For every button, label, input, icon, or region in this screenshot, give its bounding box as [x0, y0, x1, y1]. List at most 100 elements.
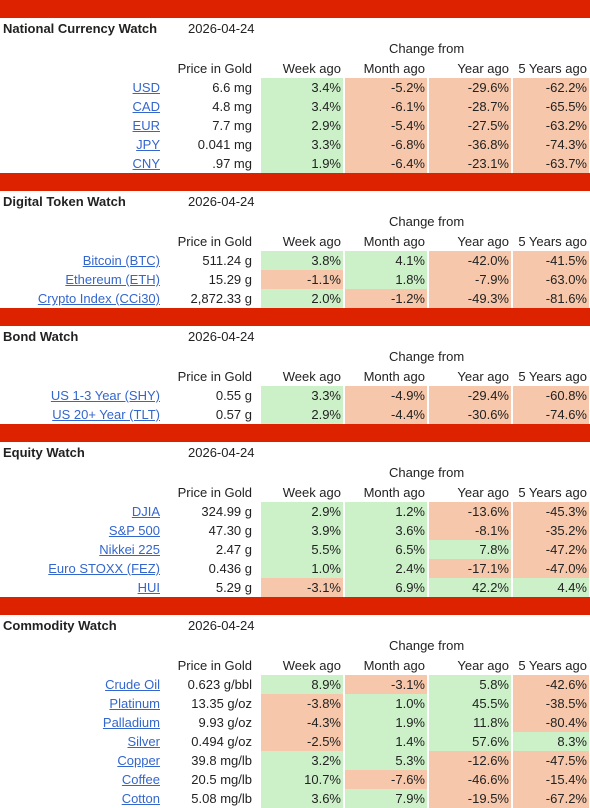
table-row: S&P 500 47.30 g 3.9% 3.6% -8.1% -35.2% [0, 521, 590, 540]
five-years-column-header: 5 Years ago [518, 658, 587, 673]
month-column-header: Month ago [345, 656, 429, 675]
month-change-cell: -1.2% [345, 289, 429, 308]
asset-link[interactable]: Ethereum (ETH) [65, 272, 160, 287]
five-years-column-header: 5 Years ago [518, 485, 587, 500]
price-cell: 20.5 mg/lb [161, 770, 261, 789]
week-change-cell: 3.9% [261, 521, 345, 540]
asset-link[interactable]: JPY [136, 137, 160, 152]
asset-link[interactable]: EUR [132, 118, 160, 133]
asset-link[interactable]: Cotton [121, 791, 160, 806]
price-cell: 4.8 mg [161, 97, 261, 116]
year-column-header: Year ago [429, 656, 513, 675]
year-change-cell: -17.1% [429, 559, 513, 578]
asset-link[interactable]: US 1-3 Year (SHY) [50, 388, 160, 403]
price-cell: 5.08 mg/lb [161, 789, 261, 808]
month-change-cell: 1.8% [345, 270, 429, 289]
week-change-cell: 2.9% [261, 116, 345, 135]
asset-link[interactable]: Euro STOXX (FEZ) [48, 561, 160, 576]
five-year-change-cell: -74.3% [513, 135, 589, 154]
year-change-cell: -19.5% [429, 789, 513, 808]
week-change-cell: 3.3% [261, 135, 345, 154]
week-column-header: Week ago [261, 656, 345, 675]
week-change-cell: 3.2% [261, 751, 345, 770]
price-cell: 7.7 mg [161, 116, 261, 135]
week-change-cell: 3.6% [261, 789, 345, 808]
section-header: Commodity Watch 2026-04-24 [0, 615, 590, 637]
five-year-change-cell: -62.2% [513, 78, 589, 97]
table-row: Bitcoin (BTC) 511.24 g 3.8% 4.1% -42.0% -41.5… [0, 251, 590, 270]
table-row: US 1-3 Year (SHY) 0.55 g 3.3% -4.9% -29.4% -6… [0, 386, 590, 405]
year-change-cell: -8.1% [429, 521, 513, 540]
five-year-change-cell: -41.5% [513, 251, 589, 270]
asset-name-cell: Bitcoin (BTC) [0, 251, 161, 270]
asset-name-cell: Copper [0, 751, 161, 770]
asset-name-cell: USD [0, 78, 161, 97]
year-change-cell: 7.8% [429, 540, 513, 559]
year-change-cell: -12.6% [429, 751, 513, 770]
section-header: National Currency Watch 2026-04-24 [0, 18, 590, 40]
price-cell: 15.29 g [161, 270, 261, 289]
asset-name-cell: HUI [0, 578, 161, 597]
five-year-change-cell: -60.8% [513, 386, 589, 405]
month-change-cell: -4.9% [345, 386, 429, 405]
price-cell: 0.041 mg [161, 135, 261, 154]
asset-name-cell: JPY [0, 135, 161, 154]
name-column-header [0, 59, 161, 78]
month-column-header: Month ago [345, 483, 429, 502]
asset-link[interactable]: S&P 500 [108, 523, 160, 538]
week-change-cell: -4.3% [261, 713, 345, 732]
five-years-column-header: 5 Years ago [518, 369, 587, 384]
asset-name-cell: Coffee [0, 770, 161, 789]
year-change-cell: 5.8% [429, 675, 513, 694]
section-date: 2026-04-24 [188, 21, 255, 36]
week-change-cell: -3.1% [261, 578, 345, 597]
year-change-cell: -23.1% [429, 154, 513, 173]
table-row: Crypto Index (CCi30) 2,872.33 g 2.0% -1.2% -… [0, 289, 590, 308]
asset-link[interactable]: HUI [137, 580, 160, 595]
price-cell: 0.55 g [161, 386, 261, 405]
year-change-cell: -7.9% [429, 270, 513, 289]
asset-link[interactable]: Coffee [121, 772, 160, 787]
week-change-cell: 2.9% [261, 502, 345, 521]
month-change-cell: 4.1% [345, 251, 429, 270]
asset-link[interactable]: CAD [132, 99, 160, 114]
asset-link[interactable]: Nikkei 225 [99, 542, 160, 557]
week-change-cell: 2.0% [261, 289, 345, 308]
asset-name-cell: US 20+ Year (TLT) [0, 405, 161, 424]
asset-link[interactable]: Palladium [102, 715, 160, 730]
price-cell: 0.436 g [161, 559, 261, 578]
five-year-change-cell: -63.2% [513, 116, 589, 135]
section-header: Digital Token Watch 2026-04-24 [0, 191, 590, 213]
price-cell: 5.29 g [161, 578, 261, 597]
asset-link[interactable]: USD [132, 80, 160, 95]
asset-link[interactable]: US 20+ Year (TLT) [52, 407, 160, 422]
section-divider-bar [0, 424, 590, 442]
name-column-header [0, 483, 161, 502]
asset-link[interactable]: Crypto Index (CCi30) [37, 291, 160, 306]
table-row: Ethereum (ETH) 15.29 g -1.1% 1.8% -7.9% -63.0… [0, 270, 590, 289]
asset-link[interactable]: Crude Oil [105, 677, 160, 692]
month-change-cell: 5.3% [345, 751, 429, 770]
year-change-cell: -36.8% [429, 135, 513, 154]
month-change-cell: -4.4% [345, 405, 429, 424]
table-row: US 20+ Year (TLT) 0.57 g 2.9% -4.4% -30.6% -7… [0, 405, 590, 424]
table-row: Crude Oil 0.623 g/bbl 8.9% -3.1% 5.8% -42.6% [0, 675, 590, 694]
week-change-cell: 2.9% [261, 405, 345, 424]
five-year-change-cell: -47.5% [513, 751, 589, 770]
year-column-header: Year ago [429, 483, 513, 502]
week-change-cell: 1.9% [261, 154, 345, 173]
month-column-header: Month ago [345, 232, 429, 251]
asset-link[interactable]: Copper [117, 753, 160, 768]
change-from-row: Change from [0, 348, 590, 367]
table-row: Copper 39.8 mg/lb 3.2% 5.3% -12.6% -47.5% [0, 751, 590, 770]
price-cell: 2,872.33 g [161, 289, 261, 308]
week-change-cell: 5.5% [261, 540, 345, 559]
five-year-change-cell: -45.3% [513, 502, 589, 521]
asset-link[interactable]: CNY [132, 156, 160, 171]
year-change-cell: -29.4% [429, 386, 513, 405]
asset-link[interactable]: DJIA [131, 504, 160, 519]
table-row: CNY .97 mg 1.9% -6.4% -23.1% -63.7% [0, 154, 590, 173]
asset-link[interactable]: Platinum [109, 696, 160, 711]
asset-link[interactable]: Silver [127, 734, 160, 749]
asset-link[interactable]: Bitcoin (BTC) [82, 253, 160, 268]
